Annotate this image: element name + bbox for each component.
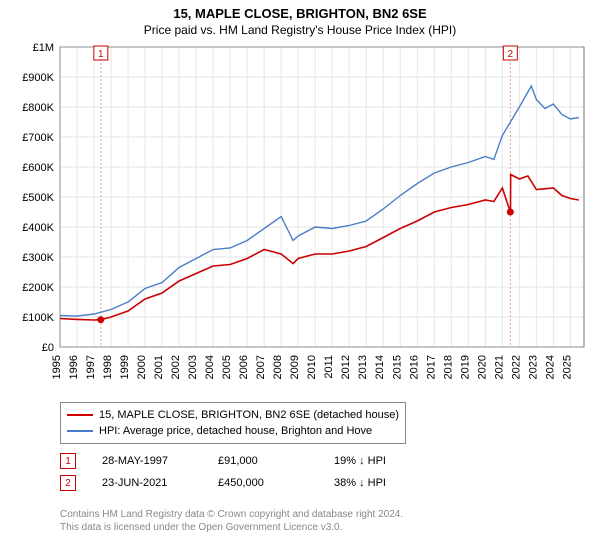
annotation-table: 1 28-MAY-1997 £91,000 19% ↓ HPI 2 23-JUN-2021… <box>60 450 386 494</box>
svg-text:2000: 2000 <box>136 355 148 379</box>
annotation-row: 1 28-MAY-1997 £91,000 19% ↓ HPI <box>60 450 386 472</box>
svg-text:2013: 2013 <box>357 355 369 379</box>
marker-label-2: 2 <box>508 49 514 60</box>
svg-text:2008: 2008 <box>272 355 284 379</box>
svg-text:£300K: £300K <box>22 252 54 264</box>
svg-text:£800K: £800K <box>22 102 54 114</box>
svg-text:2009: 2009 <box>289 355 301 379</box>
svg-text:2021: 2021 <box>493 355 505 379</box>
legend-swatch <box>67 414 93 416</box>
svg-text:£600K: £600K <box>22 162 54 174</box>
svg-text:£400K: £400K <box>22 222 54 234</box>
footer-line1: Contains HM Land Registry data © Crown c… <box>60 508 403 521</box>
annotation-delta: 38% ↓ HPI <box>334 477 386 489</box>
svg-text:2007: 2007 <box>255 355 267 379</box>
svg-text:2002: 2002 <box>170 355 182 379</box>
legend-item: 15, MAPLE CLOSE, BRIGHTON, BN2 6SE (deta… <box>67 407 399 423</box>
svg-text:2011: 2011 <box>323 355 335 379</box>
svg-text:£500K: £500K <box>22 192 54 204</box>
svg-text:£700K: £700K <box>22 132 54 144</box>
marker-dot-1 <box>97 316 104 323</box>
chart-area: £0 £100K £200K £300K £400K £500K £600K £700K £80… <box>10 41 590 396</box>
chart-title: 15, MAPLE CLOSE, BRIGHTON, BN2 6SE <box>0 0 600 21</box>
svg-text:2004: 2004 <box>204 355 216 379</box>
svg-text:2024: 2024 <box>544 355 556 379</box>
legend-label: 15, MAPLE CLOSE, BRIGHTON, BN2 6SE (deta… <box>99 407 399 423</box>
chart-svg: £0 £100K £200K £300K £400K £500K £600K £700K £80… <box>10 41 590 396</box>
annotation-row: 2 23-JUN-2021 £450,000 38% ↓ HPI <box>60 472 386 494</box>
annotation-date: 23-JUN-2021 <box>102 477 192 489</box>
svg-text:2019: 2019 <box>459 355 471 379</box>
chart-subtitle: Price paid vs. HM Land Registry's House … <box>0 21 600 41</box>
svg-text:£100K: £100K <box>22 312 54 324</box>
annotation-price: £91,000 <box>218 455 308 467</box>
svg-text:£900K: £900K <box>22 72 54 84</box>
svg-text:1996: 1996 <box>68 355 80 379</box>
svg-text:2020: 2020 <box>476 355 488 379</box>
svg-text:£0: £0 <box>42 342 54 354</box>
chart-container: 15, MAPLE CLOSE, BRIGHTON, BN2 6SE Price… <box>0 0 600 560</box>
svg-text:2006: 2006 <box>238 355 250 379</box>
svg-text:2022: 2022 <box>510 355 522 379</box>
legend: 15, MAPLE CLOSE, BRIGHTON, BN2 6SE (deta… <box>60 402 406 444</box>
svg-text:1999: 1999 <box>119 355 131 379</box>
legend-item: HPI: Average price, detached house, Brig… <box>67 423 399 439</box>
legend-swatch <box>67 430 93 432</box>
footer-attribution: Contains HM Land Registry data © Crown c… <box>60 508 403 534</box>
svg-text:2023: 2023 <box>527 355 539 379</box>
legend-label: HPI: Average price, detached house, Brig… <box>99 423 372 439</box>
svg-text:2012: 2012 <box>340 355 352 379</box>
svg-text:2025: 2025 <box>561 355 573 379</box>
marker-label-1: 1 <box>98 49 104 60</box>
svg-text:2015: 2015 <box>391 355 403 379</box>
svg-text:2003: 2003 <box>187 355 199 379</box>
annotation-date: 28-MAY-1997 <box>102 455 192 467</box>
svg-text:2017: 2017 <box>425 355 437 379</box>
svg-text:2010: 2010 <box>306 355 318 379</box>
annotation-marker: 1 <box>60 453 76 469</box>
annotation-delta: 19% ↓ HPI <box>334 455 386 467</box>
svg-text:£200K: £200K <box>22 282 54 294</box>
svg-text:1995: 1995 <box>51 355 63 379</box>
svg-text:2005: 2005 <box>221 355 233 379</box>
svg-text:1998: 1998 <box>102 355 114 379</box>
svg-text:2016: 2016 <box>408 355 420 379</box>
footer-line2: This data is licensed under the Open Gov… <box>60 521 403 534</box>
svg-text:1997: 1997 <box>85 355 97 379</box>
marker-dot-2 <box>507 209 514 216</box>
annotation-marker: 2 <box>60 475 76 491</box>
svg-text:2001: 2001 <box>153 355 165 379</box>
svg-text:2018: 2018 <box>442 355 454 379</box>
svg-text:£1M: £1M <box>33 42 54 54</box>
svg-text:2014: 2014 <box>374 355 386 379</box>
annotation-price: £450,000 <box>218 477 308 489</box>
